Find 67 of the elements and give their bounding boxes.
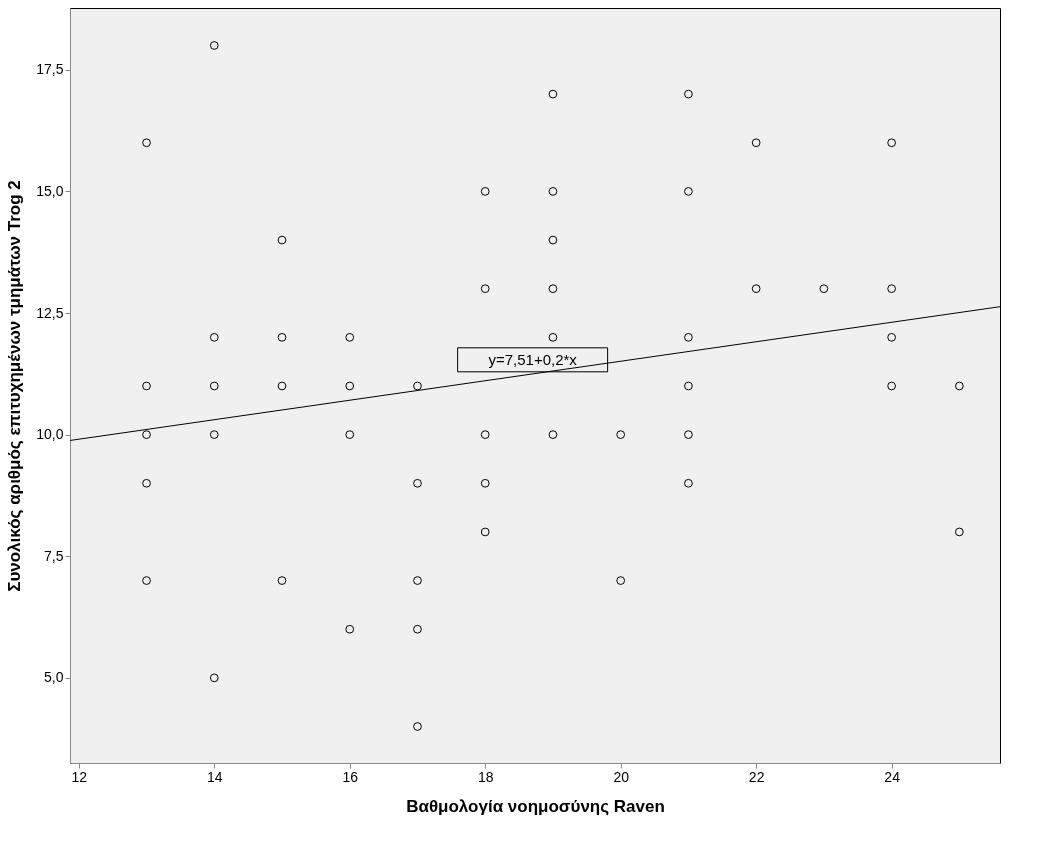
y-tick-label: 5,0 [44, 669, 64, 686]
x-tick-label: 14 [206, 768, 223, 785]
point [616, 576, 626, 585]
point [954, 527, 964, 537]
point [819, 284, 829, 294]
point [142, 478, 151, 488]
point [751, 138, 761, 148]
annotation: y=7,51+0,2*x [488, 350, 578, 368]
point [887, 381, 896, 391]
x-tick-label: 16 [342, 768, 359, 785]
point [684, 430, 693, 439]
y-tick-label: 15,0 [36, 182, 64, 199]
point [413, 624, 422, 634]
point [345, 430, 355, 439]
point [277, 332, 287, 342]
y-axis-title: Συνολικός αριθμός επιτυχημένων τμημάτων Trog 2 [5, 180, 25, 592]
point [684, 478, 693, 488]
point [480, 478, 490, 488]
point [209, 430, 219, 439]
point [887, 332, 896, 342]
y-tick-label: 17,5 [36, 61, 64, 78]
x-tick-label: 18 [477, 768, 494, 785]
x-tick-label: 24 [884, 768, 901, 785]
point [345, 624, 355, 634]
point [684, 187, 693, 196]
point [345, 332, 355, 342]
point [480, 527, 490, 537]
point [480, 430, 490, 439]
x-axis-title: Βαθμολογία νοημοσύνης Raven [406, 796, 665, 816]
x-tick-label: 12 [71, 768, 88, 785]
point [548, 284, 558, 294]
x-tick-label: 20 [613, 768, 630, 785]
point [548, 89, 558, 99]
point [277, 576, 287, 585]
x-tick-label: 22 [748, 768, 765, 785]
point [142, 576, 151, 585]
point [277, 381, 287, 391]
point [548, 430, 558, 439]
point [480, 284, 490, 294]
y-tick-label: 10,0 [36, 426, 64, 443]
y-tick-label: 7,5 [44, 547, 64, 564]
point [887, 284, 896, 294]
point [209, 673, 219, 683]
point [277, 235, 287, 245]
point [887, 138, 896, 148]
point [142, 138, 151, 148]
point [209, 381, 219, 391]
point [413, 722, 422, 731]
point [413, 478, 422, 488]
point [751, 284, 761, 294]
point [142, 381, 151, 391]
point [548, 235, 558, 245]
point [684, 381, 693, 391]
point [954, 381, 964, 391]
point [480, 187, 490, 196]
point [684, 332, 693, 342]
point [548, 187, 558, 196]
point [616, 430, 626, 439]
point [548, 332, 558, 342]
point [413, 381, 422, 391]
point [209, 41, 219, 50]
point [413, 576, 422, 585]
point [684, 89, 693, 99]
point [209, 332, 219, 342]
point [345, 381, 355, 391]
point [142, 430, 151, 439]
y-tick-label: 12,5 [36, 304, 64, 321]
